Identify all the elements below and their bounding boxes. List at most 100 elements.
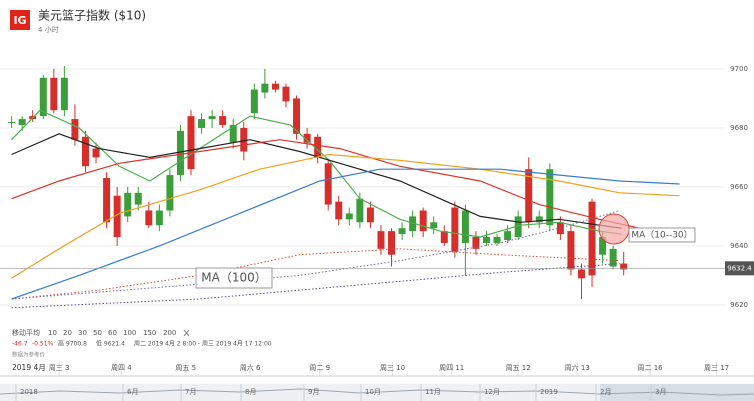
- navigator-line: [0, 388, 754, 396]
- candle-body: [472, 237, 480, 249]
- ma-line: [11, 263, 620, 309]
- candle-body: [440, 231, 448, 243]
- annotation: MA（100）: [201, 271, 266, 285]
- annotation-box: [195, 267, 273, 289]
- candle-body: [419, 210, 427, 232]
- x-axis-title: 2019 4月: [12, 363, 46, 372]
- candle-body: [124, 192, 132, 217]
- legend-title: 移动平均: [12, 328, 40, 337]
- x-tick-label: 周五 5: [175, 364, 196, 372]
- stat: 高 9700.8: [58, 340, 87, 348]
- stat: -0.51%: [32, 341, 54, 348]
- candle-body: [609, 248, 617, 267]
- candle-body: [335, 201, 343, 220]
- legend-item[interactable]: 20: [63, 329, 72, 337]
- stat: 周二 2019 4月 2 8:00 - 周三 2019 4月 17 12:00: [134, 341, 272, 348]
- ma-line: [11, 133, 622, 229]
- candle-body: [219, 116, 227, 125]
- ma-line: [11, 210, 620, 300]
- annotation: MA（10--30）: [631, 230, 692, 241]
- candle-body: [482, 237, 490, 243]
- candle-body: [356, 198, 364, 223]
- legend-item[interactable]: 60: [108, 329, 117, 337]
- candle-body: [525, 169, 533, 223]
- x-tick-label: 周六 6: [240, 363, 261, 372]
- x-tick-label: 周二 16: [638, 364, 664, 372]
- x-tick-label: 周四 11: [439, 364, 464, 372]
- legend-close: [183, 329, 190, 337]
- candle-body: [303, 133, 311, 143]
- candle-body: [18, 119, 26, 125]
- candle-body: [504, 231, 512, 240]
- legend-item[interactable]: 10: [48, 329, 57, 337]
- last-price-label: 9632.4: [727, 264, 752, 272]
- navigator-label: 2019: [540, 388, 558, 396]
- logo-box: [10, 10, 30, 30]
- note: 数据为参考价: [12, 351, 46, 359]
- ma-line: [11, 153, 680, 279]
- y-tick-label: 9620: [730, 301, 748, 309]
- navigator-label: 11月: [425, 388, 441, 396]
- x-tick-label: 周六 13: [565, 363, 590, 372]
- candle-body: [314, 136, 322, 158]
- navigator-label: 8月: [245, 388, 256, 396]
- candle-body: [166, 175, 174, 211]
- x-tick-label: 周二 9: [309, 364, 330, 372]
- candle-body: [113, 195, 121, 238]
- stat: 低 9621.4: [96, 340, 125, 348]
- legend-item[interactable]: 30: [78, 329, 87, 337]
- y-tick-label: 9680: [730, 124, 748, 132]
- candle-body: [409, 216, 417, 232]
- navigator-label: 2018: [20, 388, 38, 396]
- candle-body: [293, 98, 301, 134]
- candle-body: [599, 237, 607, 255]
- navigator-label: 12月: [484, 388, 500, 396]
- y-tick-label: 9640: [730, 242, 748, 250]
- navigator-label: 2月: [600, 388, 611, 396]
- candle-body: [71, 119, 79, 140]
- x-tick-label: 周三 10: [380, 364, 405, 372]
- ma-line: [11, 139, 640, 229]
- candle-body: [514, 216, 522, 238]
- logo: IG: [13, 14, 26, 27]
- candle-body: [198, 119, 206, 128]
- ma-line: [11, 168, 680, 300]
- candle-body: [92, 148, 100, 158]
- last-price-box: [725, 261, 754, 276]
- candle-body: [271, 83, 279, 90]
- candle-body: [250, 89, 258, 114]
- candle-body: [577, 269, 585, 279]
- y-tick-label: 9660: [730, 183, 748, 191]
- candle-body: [39, 77, 47, 117]
- candle-body: [324, 163, 332, 205]
- navigator-label: 9月: [308, 388, 319, 396]
- interval: 4 小时: [38, 25, 59, 34]
- legend-item[interactable]: 50: [93, 329, 102, 337]
- candle-body: [176, 130, 184, 176]
- candle-body: [377, 231, 385, 249]
- navigator-label: 3月: [655, 388, 666, 396]
- y-tick-label: 9700: [730, 65, 748, 73]
- candle-body: [535, 216, 543, 223]
- candle-body: [430, 222, 438, 229]
- candle-body: [588, 201, 596, 276]
- title: 美元篮子指数 ($10): [38, 8, 146, 23]
- candle-body: [134, 192, 142, 205]
- annotation-box: [628, 227, 696, 243]
- candle-body: [398, 228, 406, 235]
- x-tick-label: 周四 4: [111, 364, 132, 372]
- legend-item[interactable]: 200: [163, 329, 176, 337]
- legend-item[interactable]: 100: [123, 329, 136, 337]
- x-tick-label: 周三 17: [704, 364, 729, 372]
- legend-item[interactable]: 150: [143, 329, 156, 337]
- candle-body: [388, 231, 396, 255]
- navigator-label: 7月: [185, 388, 196, 396]
- candle-body: [546, 169, 554, 226]
- navigator-label: 6月: [127, 388, 138, 396]
- candle-body: [345, 213, 353, 220]
- candle-body: [229, 124, 237, 143]
- candle-body: [240, 127, 248, 152]
- candle-body: [261, 83, 269, 93]
- candle-body: [155, 210, 163, 226]
- candle-body: [451, 207, 459, 252]
